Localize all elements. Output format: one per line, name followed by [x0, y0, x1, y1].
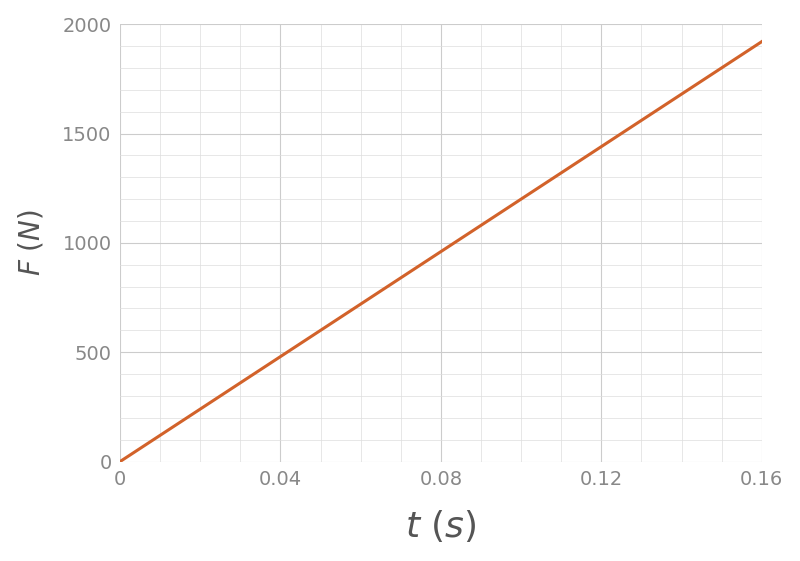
Y-axis label: $\it{F}$ $\it{(N)}$: $\it{F}$ $\it{(N)}$ — [17, 209, 46, 276]
X-axis label: $\it{t}$ $\it{(s)}$: $\it{t}$ $\it{(s)}$ — [405, 508, 477, 544]
